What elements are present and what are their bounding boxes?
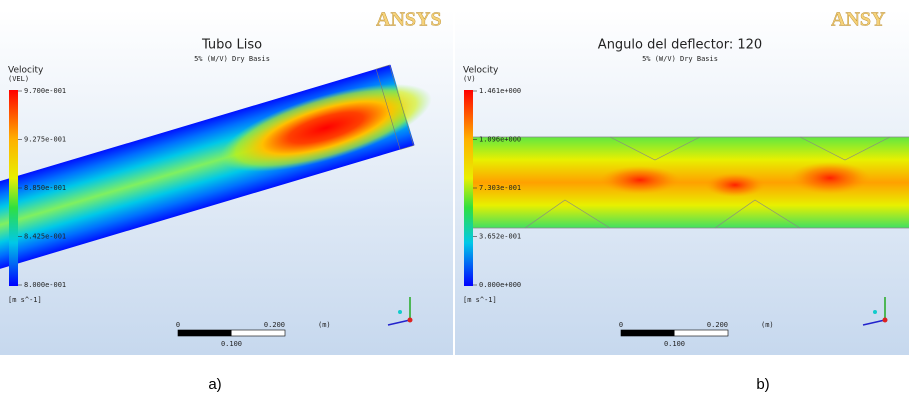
legend-title: Velocity — [463, 66, 499, 76]
scale-label: 0 — [619, 321, 623, 329]
legend-title: Velocity — [8, 66, 44, 76]
legend-unit: [m s^-1] — [8, 296, 42, 304]
scale-label: 0.200 — [707, 321, 728, 329]
colorbar-label: 8.425e-001 — [24, 233, 66, 241]
caption: b) — [756, 376, 769, 393]
figure: ANSYS Tubo Liso 5% (W/V) Dry Basis Velocity… — [0, 0, 909, 400]
colorbar-label: 9.275e-001 — [24, 136, 66, 144]
colorbar-label: 8.000e-001 — [24, 281, 66, 289]
panel-subtitle: 5% (W/V) Dry Basis — [194, 55, 270, 63]
logo: ANSY — [831, 9, 886, 31]
scale-label: (m) — [318, 321, 331, 329]
colorbar — [464, 90, 473, 286]
axis-triad — [873, 310, 877, 314]
panel-title: Angulo del deflector: 120 — [598, 38, 762, 53]
colorbar — [9, 90, 18, 286]
scale-label: 0.100 — [664, 340, 685, 348]
legend-variable: (V) — [463, 75, 476, 83]
panel-subtitle: 5% (W/V) Dry Basis — [642, 55, 718, 63]
colorbar-label: 9.700e-001 — [24, 87, 66, 95]
scale-label: (m) — [761, 321, 774, 329]
colorbar-label: 7.303e-001 — [479, 184, 521, 192]
scale-bar-fill — [621, 330, 675, 336]
scale-label: 0.200 — [264, 321, 285, 329]
legend-unit: [m s^-1] — [463, 296, 497, 304]
axis-triad — [398, 310, 402, 314]
scale-label: 0 — [176, 321, 180, 329]
scale-label: 0.100 — [221, 340, 242, 348]
colorbar-label: 1.096e+000 — [479, 136, 521, 144]
scale-bar-fill — [178, 330, 232, 336]
axis-triad — [883, 318, 888, 323]
colorbar-label: 0.000e+000 — [479, 281, 521, 289]
panel-title: Tubo Liso — [201, 38, 262, 53]
legend-variable: (VEL) — [8, 75, 29, 83]
logo: ANSYS — [376, 9, 442, 31]
colorbar-label: 8.850e-001 — [24, 184, 66, 192]
flow-field — [465, 137, 909, 228]
caption: a) — [208, 376, 221, 393]
axis-triad — [408, 318, 413, 323]
colorbar-label: 1.461e+000 — [479, 87, 521, 95]
colorbar-label: 3.652e-001 — [479, 233, 521, 241]
